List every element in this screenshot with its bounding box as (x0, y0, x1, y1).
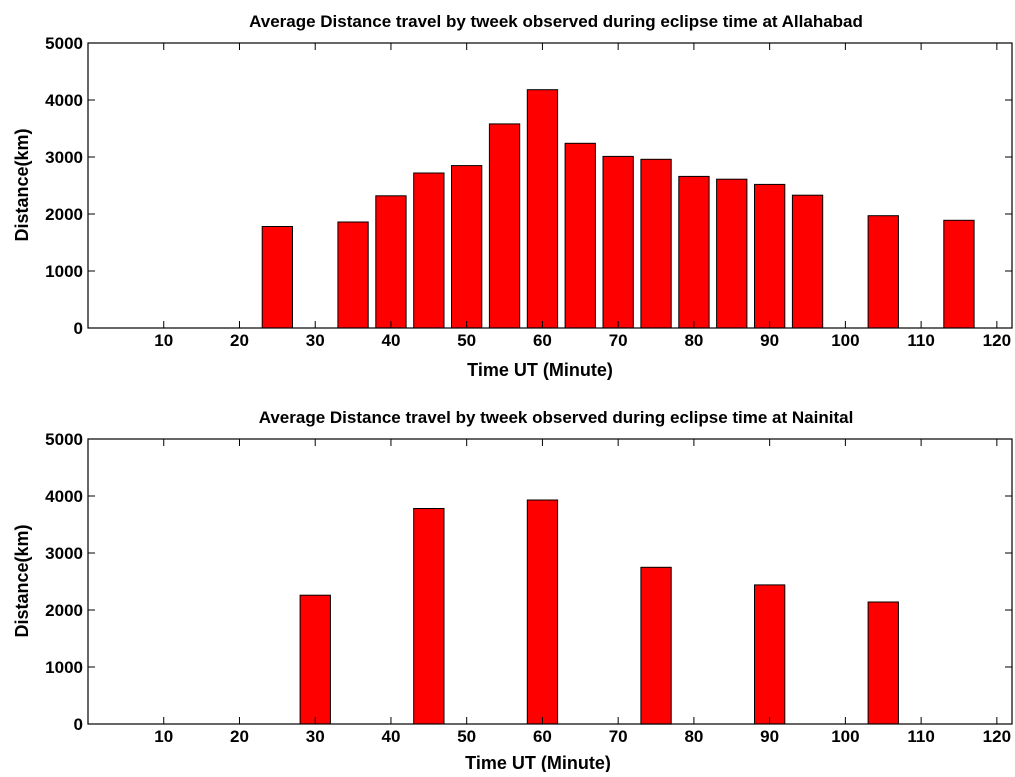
y-axis-label: Distance(km) (12, 524, 32, 637)
y-tick-label: 3000 (45, 544, 83, 563)
bar (564, 142, 596, 329)
x-tick-label: 80 (684, 727, 703, 746)
bar (754, 183, 786, 329)
bar (678, 175, 710, 329)
x-tick-label: 60 (533, 331, 552, 350)
x-tick-label: 120 (983, 331, 1011, 350)
y-axis-label: Distance(km) (12, 128, 32, 241)
x-tick-label: 60 (533, 727, 552, 746)
x-tick-label: 30 (306, 727, 325, 746)
axis-ticks (88, 438, 1012, 725)
x-tick-label: 20 (230, 727, 249, 746)
x-tick-label: 20 (230, 331, 249, 350)
x-tick-label: 110 (907, 331, 934, 350)
bar (261, 226, 294, 329)
bar-series (261, 89, 975, 329)
chart-title: Average Distance travel by tweek observe… (259, 408, 854, 427)
chart-panel-allahabad: Average Distance travel by tweek observe… (12, 12, 1013, 380)
y-tick-label: 1000 (45, 658, 83, 677)
x-tick-label: 70 (609, 727, 628, 746)
bar (867, 215, 899, 329)
bar (299, 594, 331, 725)
y-tick-label: 2000 (45, 205, 83, 224)
bar (413, 508, 445, 725)
bar (488, 123, 521, 329)
y-tick-label: 5000 (45, 34, 83, 53)
x-tick-label: 90 (760, 727, 779, 746)
y-tick-label: 0 (74, 319, 83, 338)
bar (754, 584, 786, 725)
x-tick-label: 40 (381, 331, 400, 350)
bar (526, 89, 559, 329)
axis-ticks (88, 42, 1012, 329)
y-tick-label: 4000 (45, 91, 83, 110)
x-tick-label: 50 (457, 331, 476, 350)
y-tick-label: 2000 (45, 601, 83, 620)
x-axis-label: Time UT (Minute) (467, 360, 613, 380)
bar (337, 221, 369, 329)
x-tick-label: 120 (983, 727, 1011, 746)
bar (602, 155, 634, 329)
bar (413, 172, 445, 329)
y-tick-label: 1000 (45, 262, 83, 281)
chart-title: Average Distance travel by tweek observe… (249, 12, 863, 31)
bar (791, 194, 824, 329)
y-tick-label: 0 (74, 715, 83, 734)
bar (867, 601, 899, 725)
axis-tick-labels: 10 20 30 40 50 60 70 80 90 100 110 120 0 1000 2000 3000… (45, 430, 1011, 746)
axis-tick-labels: 10 20 30 40 50 60 70 80 90 100 110 120 0 1000 2000 3000… (45, 34, 1011, 350)
x-tick-label: 10 (154, 727, 173, 746)
x-tick-label: 40 (381, 727, 400, 746)
x-tick-label: 50 (457, 727, 476, 746)
x-tick-label: 100 (831, 727, 859, 746)
bar (640, 566, 672, 725)
x-tick-label: 70 (609, 331, 628, 350)
y-tick-label: 4000 (45, 487, 83, 506)
x-tick-label: 80 (684, 331, 703, 350)
bar (451, 165, 483, 329)
x-tick-label: 30 (306, 331, 325, 350)
y-tick-label: 3000 (45, 148, 83, 167)
y-tick-label: 5000 (45, 430, 83, 449)
bar (526, 499, 559, 725)
bar (943, 219, 975, 329)
plot-frame (87, 438, 1013, 725)
bar (375, 195, 407, 329)
x-tick-label: 110 (907, 727, 934, 746)
x-tick-label: 90 (760, 331, 779, 350)
bar-series (299, 499, 899, 725)
x-tick-label: 10 (154, 331, 173, 350)
bar (716, 178, 748, 329)
x-axis-label: Time UT (Minute) (465, 753, 611, 772)
plot-frame (87, 42, 1013, 329)
chart-panel-nainital: Average Distance travel by tweek observe… (12, 408, 1013, 773)
x-tick-label: 100 (831, 331, 859, 350)
bar (640, 158, 672, 329)
